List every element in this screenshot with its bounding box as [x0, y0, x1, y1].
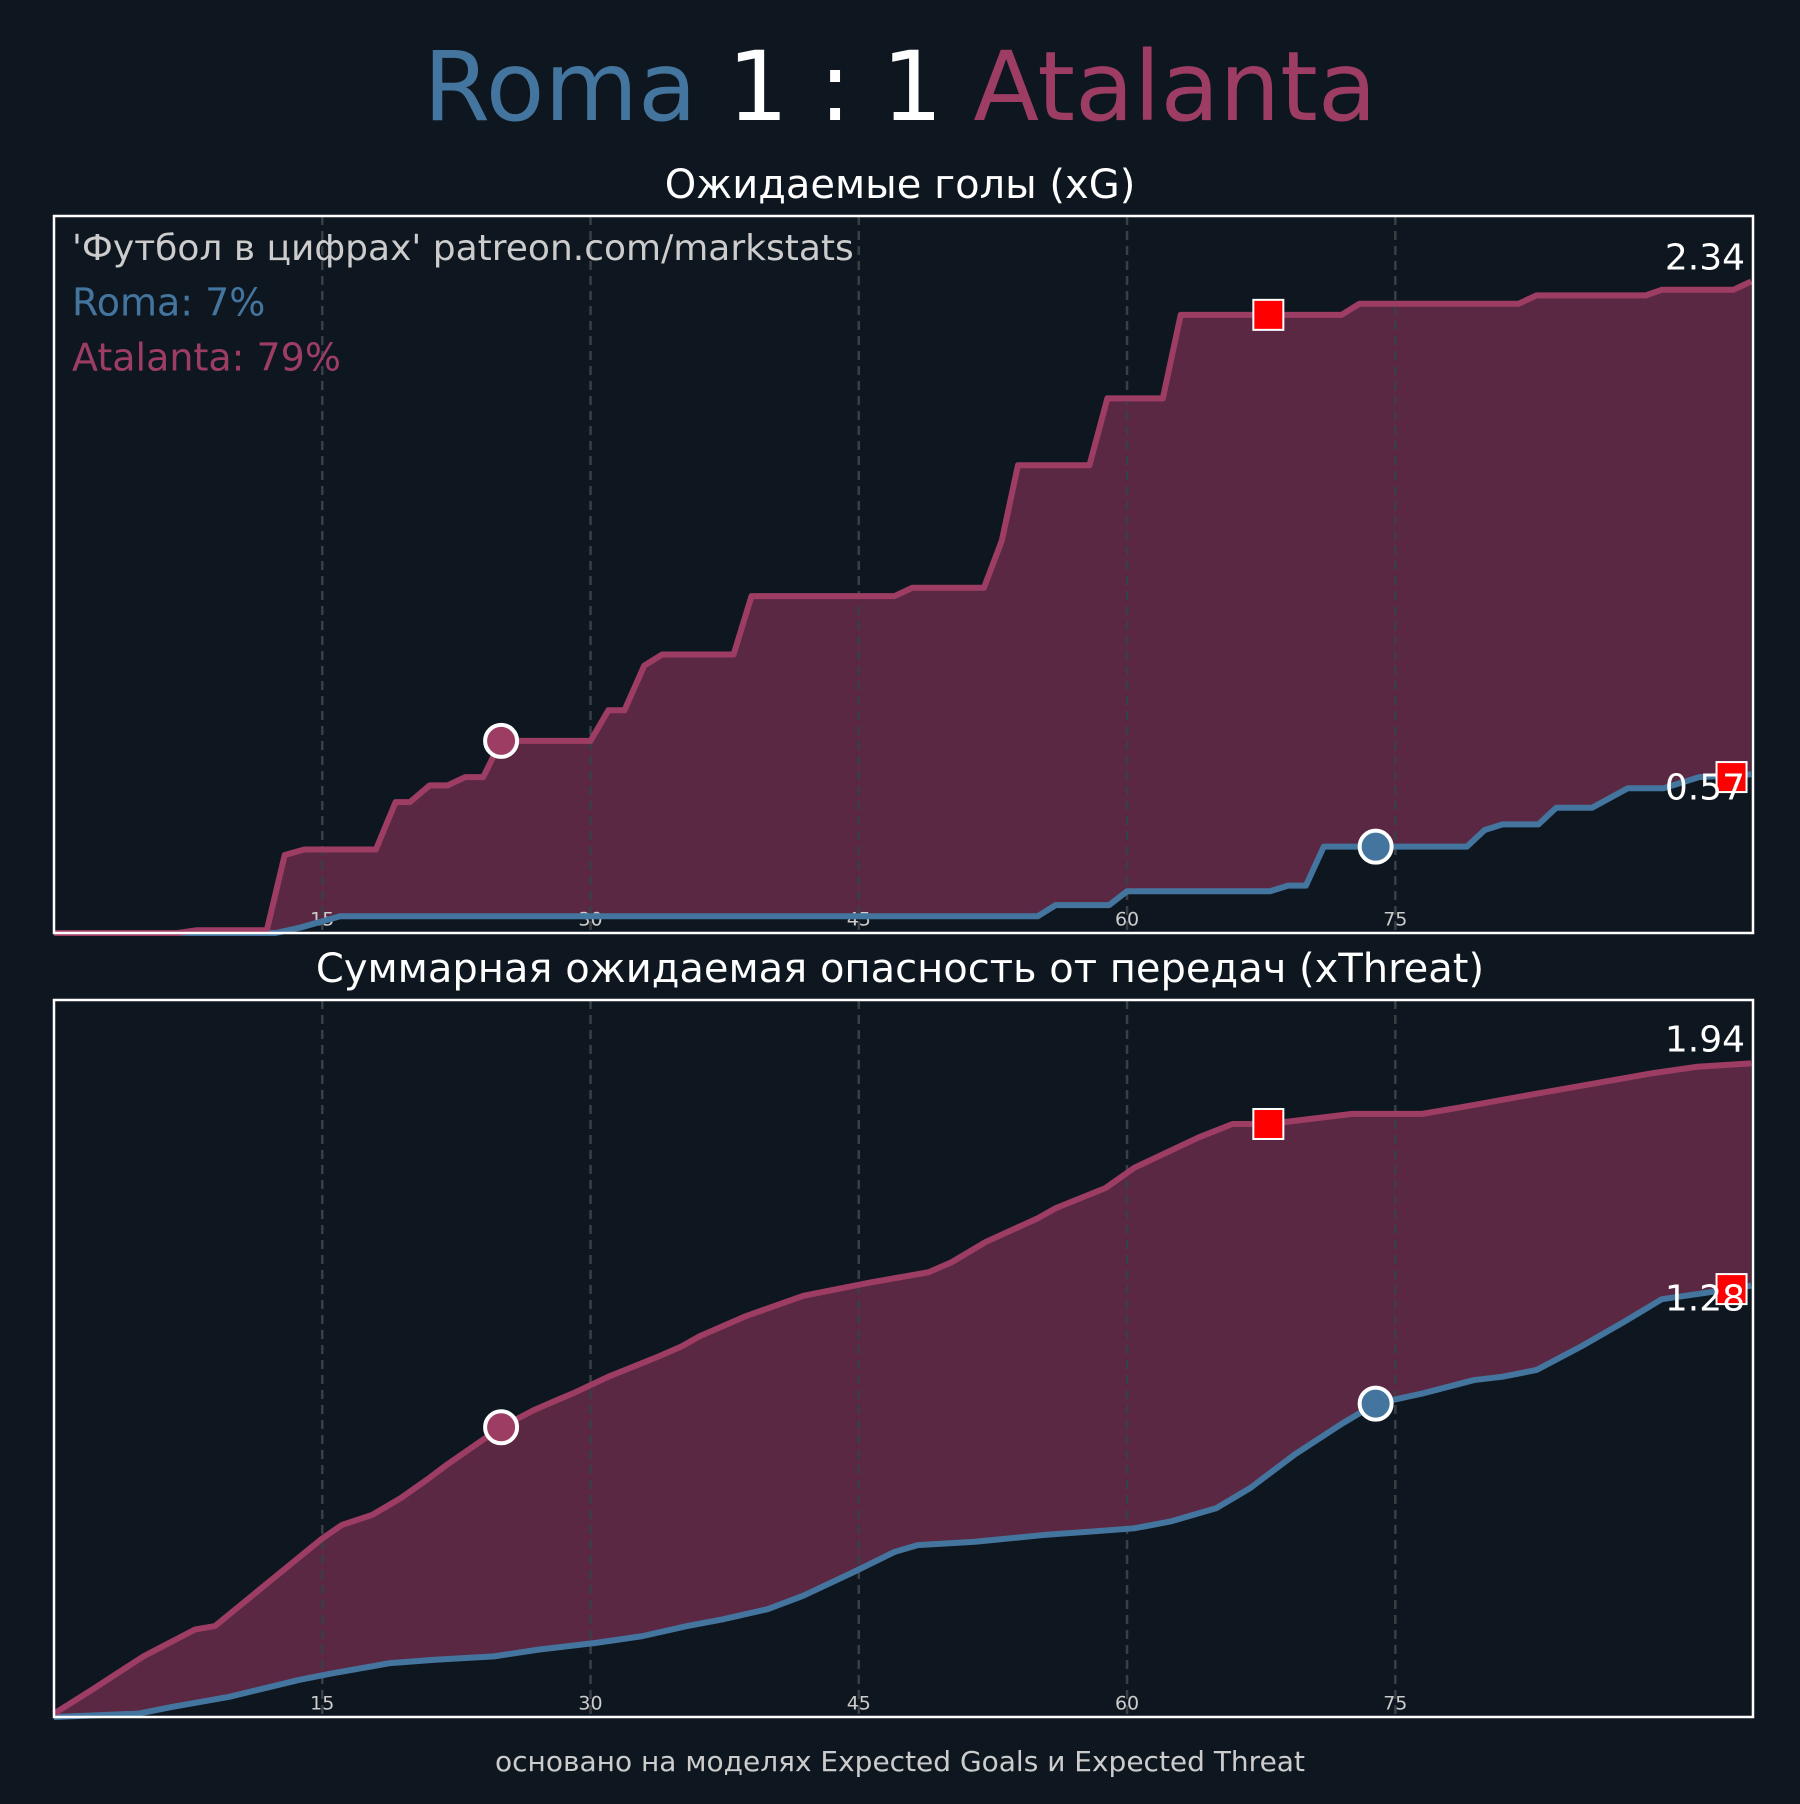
x-tick-label: 15 — [310, 1693, 334, 1715]
chart-title: Ожидаемые голы (xG) — [665, 162, 1136, 208]
card-marker — [1715, 1273, 1748, 1306]
line — [53, 1282, 1752, 1720]
plot-frame — [52, 214, 1755, 935]
footer-note: основано на моделях Expected Goals и Exp… — [495, 1745, 1305, 1778]
plot-frame — [52, 998, 1755, 1719]
area — [54, 774, 1752, 933]
area — [54, 1285, 1752, 1717]
x-tick-label: 45 — [847, 1693, 871, 1715]
end-value-label: 1.28 — [1665, 1279, 1745, 1320]
away-team: Atalanta — [973, 31, 1376, 143]
line — [54, 771, 1752, 936]
goal-marker — [1357, 828, 1394, 865]
goal-marker — [1357, 1385, 1394, 1422]
legend-entry: Atalanta: 79% — [72, 336, 341, 380]
chart-title: Суммарная ожидаемая опасность от передач… — [316, 946, 1484, 992]
end-value-label: 2.34 — [1665, 237, 1745, 278]
x-tick-label: 30 — [578, 1693, 602, 1715]
x-tick-label: 60 — [1115, 1693, 1139, 1715]
goal-marker — [483, 1409, 520, 1446]
end-value-label: 1.94 — [1665, 1019, 1745, 1060]
card-marker — [1252, 298, 1285, 331]
end-value-label: 0.57 — [1665, 767, 1745, 808]
home-team: Roma — [423, 31, 696, 143]
watermark: 'Футбол в цифрах' patreon.com/markstats — [72, 228, 854, 269]
x-tick-label: 75 — [1383, 909, 1407, 931]
card-marker — [1715, 761, 1748, 794]
legend-entry: Roma: 7% — [72, 281, 265, 325]
x-tick-label: 45 — [847, 909, 871, 931]
line — [54, 278, 1753, 936]
goal-marker — [483, 722, 520, 759]
score: 1 : 1 — [727, 31, 943, 143]
x-tick-label: 75 — [1383, 1693, 1407, 1715]
match-title: Roma 1 : 1 Atalanta — [423, 31, 1376, 143]
x-tick-label: 30 — [578, 909, 602, 931]
area — [54, 281, 1752, 933]
card-marker — [1252, 1107, 1285, 1140]
x-tick-label: 60 — [1115, 909, 1139, 931]
line — [52, 1060, 1752, 1717]
